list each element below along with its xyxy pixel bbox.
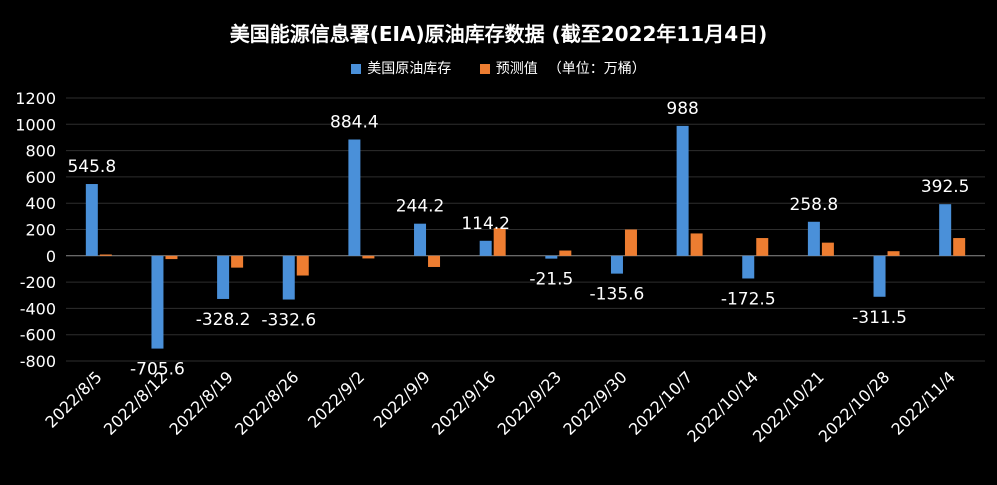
y-tick-label: -800 — [20, 352, 56, 371]
bar-forecast — [953, 238, 966, 256]
y-tick-label: 0 — [46, 247, 56, 266]
bar-forecast — [690, 233, 703, 256]
legend-swatch-forecast — [479, 64, 490, 74]
data-label: 392.5 — [921, 177, 970, 197]
x-tick-label: 2022/9/16 — [428, 367, 499, 438]
y-tick-label: -600 — [20, 326, 56, 345]
legend-item-inventory: 美国原油库存 — [351, 58, 451, 78]
data-label: -135.6 — [590, 285, 645, 305]
bar-inventory — [873, 255, 886, 297]
data-label: 884.4 — [330, 113, 379, 133]
bar-forecast — [887, 251, 900, 256]
bar-forecast — [362, 255, 375, 259]
bar-inventory — [939, 204, 952, 256]
legend-label-forecast: 预测值 — [495, 61, 538, 77]
bar-inventory — [151, 255, 164, 349]
data-label: -705.6 — [130, 360, 185, 380]
bar-inventory — [545, 255, 558, 259]
y-tick-label: 800 — [25, 142, 56, 161]
bar-inventory — [348, 139, 361, 256]
bar-forecast — [296, 255, 309, 276]
data-label: -311.5 — [852, 308, 907, 328]
data-label: 244.2 — [396, 197, 445, 217]
x-tick-label: 2022/8/5 — [41, 367, 105, 431]
x-tick-label: 2022/11/4 — [888, 367, 959, 438]
y-tick-label: -400 — [20, 299, 56, 318]
data-label: 114.2 — [461, 214, 510, 234]
bar-inventory — [414, 223, 427, 256]
x-tick-label: 2022/9/2 — [304, 367, 368, 431]
x-tick-label: 2022/9/30 — [559, 367, 630, 438]
bar-inventory — [610, 255, 623, 274]
bar-inventory — [85, 184, 98, 256]
y-tick-label: 1200 — [15, 89, 56, 108]
bar-inventory — [807, 221, 820, 256]
x-tick-label: 2022/10/28 — [815, 367, 894, 446]
legend-swatch-inventory — [351, 64, 362, 74]
x-tick-label: 2022/9/23 — [494, 367, 565, 438]
legend-label-inventory: 美国原油库存 — [367, 61, 452, 77]
bar-inventory — [282, 255, 295, 300]
y-tick-label: 200 — [25, 221, 56, 240]
bar-forecast — [559, 250, 572, 256]
legend-unit-note: （单位：万桶） — [547, 61, 646, 77]
bar-forecast — [493, 228, 506, 256]
data-label: -332.6 — [261, 311, 316, 331]
data-label: 258.8 — [790, 195, 839, 215]
bar-forecast — [165, 255, 178, 260]
data-label: 545.8 — [67, 157, 116, 177]
chart-title: 美国能源信息署(EIA)原油库存数据 (截至2022年11月4日) — [229, 22, 768, 46]
bar-forecast — [624, 229, 637, 256]
y-tick-label: 400 — [25, 194, 56, 213]
legend-item-forecast: 预测值 （单位：万桶） — [479, 58, 646, 78]
data-label: -172.5 — [721, 289, 776, 309]
bar-forecast — [231, 255, 244, 268]
x-tick-label: 2022/8/26 — [231, 367, 302, 438]
data-label: -21.5 — [529, 270, 573, 290]
bar-inventory — [742, 255, 755, 279]
legend: 美国原油库存 预测值 （单位：万桶） — [0, 58, 997, 78]
data-label: -328.2 — [196, 310, 251, 330]
bar-forecast — [821, 242, 834, 256]
y-tick-label: 600 — [25, 168, 56, 187]
y-tick-label: -200 — [20, 273, 56, 292]
data-label: 988 — [666, 99, 698, 119]
bar-forecast — [756, 238, 769, 256]
y-tick-label: 1000 — [15, 115, 56, 134]
x-tick-label: 2022/9/9 — [370, 367, 434, 431]
bar-inventory — [217, 255, 230, 299]
bar-forecast — [99, 254, 112, 256]
bar-inventory — [479, 240, 492, 256]
bar-forecast — [428, 255, 441, 267]
bar-inventory — [676, 125, 689, 256]
x-tick-label: 2022/10/7 — [625, 367, 696, 438]
